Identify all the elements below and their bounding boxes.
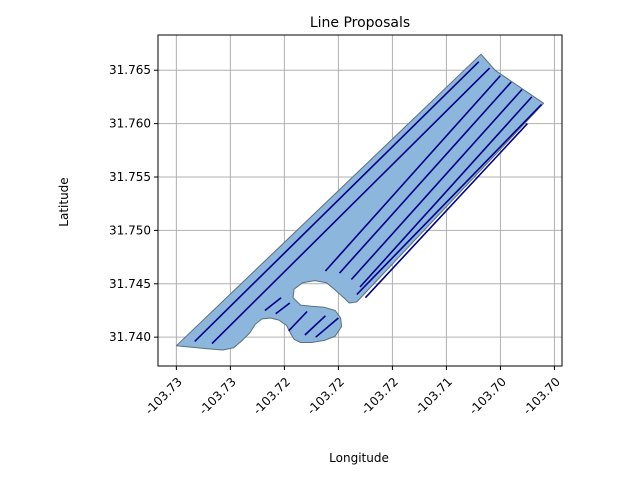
line-proposal (304, 315, 326, 336)
x-axis: -103.73 -103.73 -103.72 -103.72 -103.72 -103.… (142, 366, 563, 417)
x-tick-label: -103.70 (466, 375, 509, 418)
y-tick-label: 31.760 (109, 117, 151, 131)
line-proposal (211, 67, 491, 345)
axes-frame (157, 34, 563, 367)
line-proposal (315, 317, 339, 338)
line-proposal (364, 123, 528, 299)
line-proposal (275, 302, 291, 315)
y-tick-label: 31.745 (109, 277, 151, 291)
plot-area (175, 53, 545, 351)
y-tick-label: 31.740 (109, 330, 151, 344)
x-tick-label: -103.72 (250, 375, 293, 418)
y-axis: 31.740 31.745 31.750 31.755 31.760 31.765 (109, 63, 158, 344)
line-proposal (338, 81, 512, 274)
line-proposal (359, 96, 533, 288)
x-tick-label: -103.71 (412, 375, 455, 418)
chart-title: Line Proposals (310, 15, 410, 31)
y-axis-label: Latitude (57, 177, 71, 226)
x-tick-label: -103.72 (304, 375, 347, 418)
x-tick-label: -103.73 (142, 375, 185, 418)
line-proposal (350, 88, 523, 281)
y-tick-label: 31.765 (109, 63, 151, 77)
line-proposal (264, 297, 282, 312)
x-tick-label: -103.73 (196, 375, 239, 418)
x-tick-label: -103.70 (520, 375, 563, 418)
x-axis-label: Longitude (329, 451, 389, 465)
line-proposal (194, 61, 480, 342)
y-tick-label: 31.755 (109, 170, 151, 184)
line-proposal (324, 75, 501, 272)
line-proposal (356, 103, 543, 296)
survey-area-polygon (175, 53, 545, 351)
y-tick-label: 31.750 (109, 223, 151, 237)
x-tick-label: -103.72 (358, 375, 401, 418)
line-proposal (288, 310, 308, 332)
